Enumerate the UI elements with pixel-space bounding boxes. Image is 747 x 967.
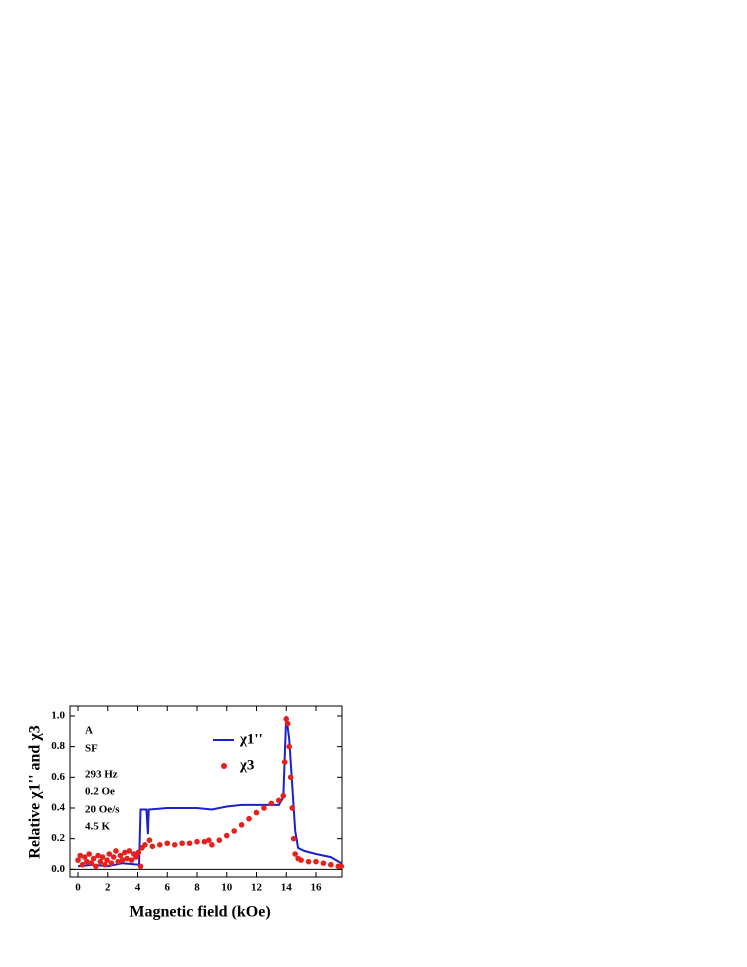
data-point [238, 822, 245, 828]
y-tick-label: 0.8 [51, 740, 65, 752]
data-point [106, 851, 113, 857]
data-point [115, 858, 121, 865]
data-point [209, 841, 215, 848]
data-point [287, 774, 294, 781]
data-point [328, 861, 334, 868]
data-point [286, 743, 293, 750]
data-point [110, 854, 117, 860]
data-line [77, 715, 342, 868]
x-tick-label: 10 [221, 882, 233, 894]
data-point [128, 857, 135, 863]
data-point [292, 851, 298, 857]
data-point [261, 805, 267, 811]
data-point [146, 837, 153, 843]
data-point [135, 849, 142, 856]
data-point [284, 720, 291, 727]
data-point [305, 858, 312, 865]
data-point [126, 848, 133, 854]
data-point [157, 841, 163, 848]
data-point [137, 863, 144, 870]
data-point [206, 837, 212, 843]
data-point [124, 855, 130, 862]
data-point [298, 857, 304, 863]
data-point [93, 863, 99, 870]
data-point [283, 716, 290, 722]
y-tick-label: 0.4 [51, 802, 65, 814]
data-point [281, 759, 288, 765]
data-point [231, 828, 237, 834]
data-point [179, 840, 185, 847]
legend-swatch [221, 763, 227, 769]
data-point [95, 852, 101, 859]
data-point [113, 848, 119, 854]
data-point [280, 792, 287, 799]
x-tick-label: 4 [135, 882, 141, 894]
data-point [86, 851, 92, 857]
y-tick-label: 1.0 [51, 709, 65, 721]
data-point [119, 857, 126, 863]
data-point [149, 843, 156, 850]
data-point [108, 860, 115, 866]
data-point [75, 857, 81, 863]
annotation: 20 Oe/s [85, 804, 120, 816]
annotation: 4.5 K [85, 821, 111, 833]
data-point [164, 840, 171, 847]
data-point [88, 860, 95, 866]
y-tick-label: 0.0 [51, 863, 65, 875]
data-point [289, 805, 295, 811]
data-point [246, 815, 252, 822]
data-point [122, 849, 128, 856]
x-tick-label: 2 [105, 882, 111, 894]
data-point [290, 835, 297, 842]
y-tick-label: 0.2 [51, 832, 65, 844]
data-point [313, 858, 319, 865]
x-tick-label: 12 [251, 882, 263, 894]
y-axis-label: Relative χ1'' and χ3 [27, 725, 44, 858]
x-axis-label: Magnetic field (kOe) [129, 904, 270, 921]
data-point [104, 857, 110, 863]
data-point [97, 858, 104, 865]
x-tick-label: 0 [75, 882, 81, 894]
data-point [320, 860, 327, 866]
x-tick-label: 14 [281, 882, 293, 894]
data-point [275, 797, 282, 804]
plot-frame [69, 705, 343, 878]
data-point [133, 854, 139, 860]
data-point [201, 838, 208, 845]
data-point [268, 800, 275, 807]
data-point [223, 832, 230, 839]
data-point [338, 863, 345, 870]
annotation: 0.2 Oe [85, 786, 115, 798]
legend-label: χ3 [239, 757, 254, 773]
data-point [90, 855, 97, 862]
annotation: A [85, 725, 93, 737]
data-point [99, 854, 106, 860]
annotation: SF [85, 743, 98, 755]
annotation: 293 Hz [85, 769, 118, 781]
data-point [171, 841, 178, 848]
y-tick-label: 0.6 [51, 771, 65, 783]
data-point [253, 809, 260, 816]
data-point [117, 852, 124, 859]
data-point [194, 838, 200, 845]
x-tick-label: 6 [165, 882, 171, 894]
data-point [186, 840, 193, 847]
data-point [84, 858, 90, 865]
data-point [142, 841, 148, 848]
x-tick-label: 8 [194, 882, 200, 894]
data-point [77, 852, 84, 859]
data-point [79, 861, 86, 868]
data-point [81, 854, 88, 860]
data-point [216, 837, 223, 843]
data-point [101, 861, 108, 868]
legend-label: χ1'' [239, 731, 263, 747]
x-tick-label: 16 [310, 882, 322, 894]
